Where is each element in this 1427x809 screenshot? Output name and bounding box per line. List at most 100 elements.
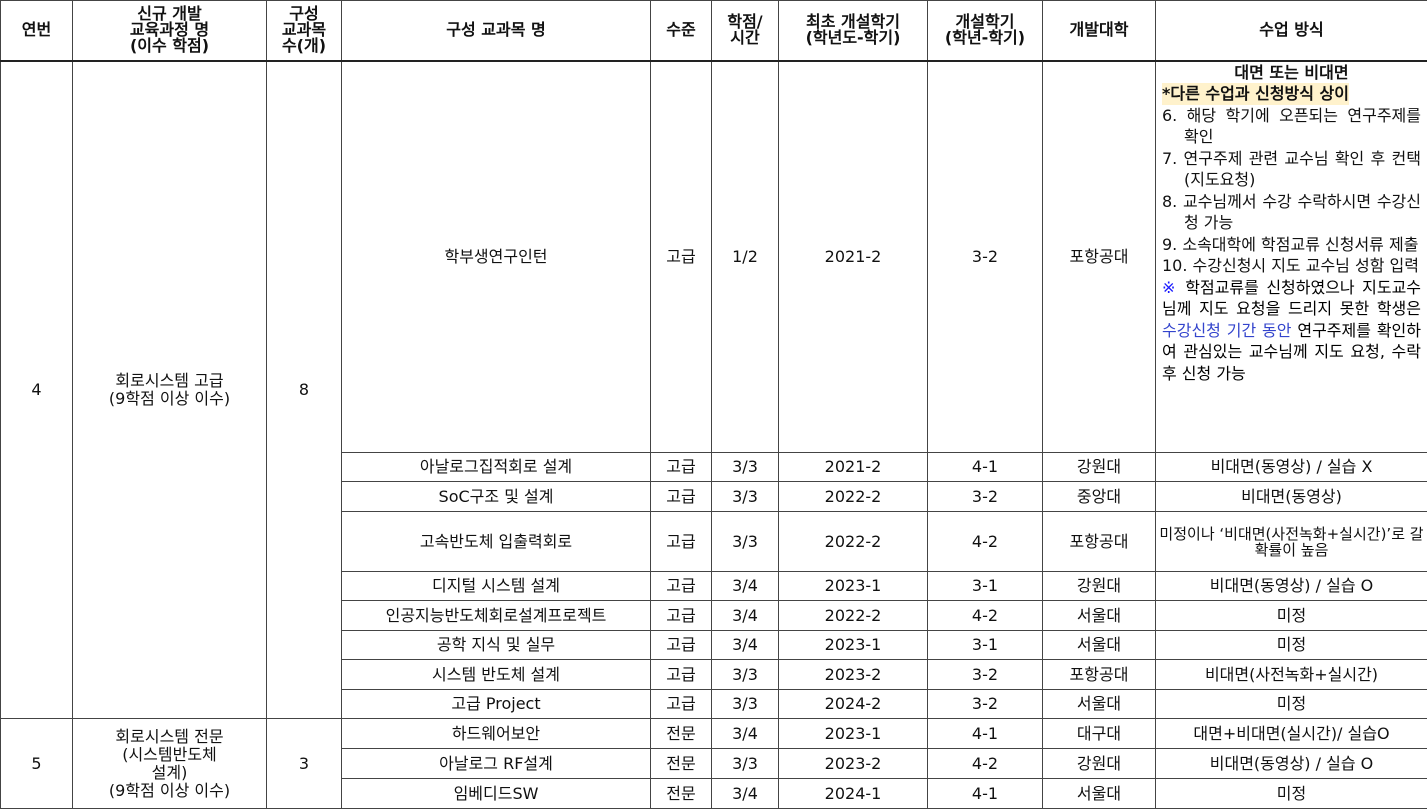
note-segment: 학점교류를 신청하였으나 지도교수님께 지도 요청을 드리지 못한 학생은	[1162, 278, 1421, 319]
course-cell: 3/3	[712, 453, 779, 482]
number-cell: 5	[1, 719, 73, 809]
course-cell: 4-2	[928, 749, 1043, 779]
header-text: 구성 교과목 명	[446, 20, 545, 39]
course-cell: 3-2	[928, 690, 1043, 719]
course-cell: 아날로그집적회로 설계	[342, 453, 651, 482]
course-cell: 2024-1	[779, 779, 928, 809]
course-cell: 4-1	[928, 779, 1043, 809]
count-cell: 3	[267, 719, 342, 809]
course-cell: 3-2	[928, 482, 1043, 512]
header-cell: 개발대학	[1043, 1, 1156, 61]
course-cell: 중앙대	[1043, 482, 1156, 512]
course-cell: 4-1	[928, 719, 1043, 749]
method-highlight: *다른 수업과 신청방식 상이	[1162, 83, 1349, 105]
header-text: 수업 방식	[1259, 20, 1323, 39]
course-cell: 4-2	[928, 601, 1043, 631]
course-cell: 3/3	[712, 690, 779, 719]
program-text: (시스템반도체	[122, 745, 217, 764]
course-cell: 고속반도체 입출력회로	[342, 512, 651, 572]
course-cell: 하드웨어보안	[342, 719, 651, 749]
method-cell: 미정	[1156, 631, 1427, 660]
header-cell: 연번	[1, 1, 73, 61]
method-cell: 미정	[1156, 779, 1427, 809]
method-cell: 비대면(동영상)	[1156, 482, 1427, 512]
header-cell: 수준	[651, 1, 712, 61]
course-cell: 2023-2	[779, 660, 928, 690]
header-text: (이수 학점)	[130, 36, 209, 55]
header-text: 수준	[666, 20, 695, 39]
course-cell: 아날로그 RF설계	[342, 749, 651, 779]
course-cell: 3/3	[712, 512, 779, 572]
header-text: 시간	[730, 28, 759, 47]
program-text: 회로시스템 고급	[115, 371, 223, 390]
course-cell: 3-2	[928, 660, 1043, 690]
course-cell: 서울대	[1043, 779, 1156, 809]
course-cell: 3/4	[712, 631, 779, 660]
course-cell: 4-2	[928, 512, 1043, 572]
course-cell: 3-2	[928, 61, 1043, 453]
program-text: 회로시스템 전문	[115, 727, 223, 746]
course-cell: 3/4	[712, 719, 779, 749]
course-cell: 고급	[651, 660, 712, 690]
course-cell: 전문	[651, 749, 712, 779]
course-cell: 고급	[651, 572, 712, 601]
course-cell: 서울대	[1043, 690, 1156, 719]
course-cell: 4-1	[928, 453, 1043, 482]
method-cell: 미정이나 ‘비대면(사전녹화+실시간)’로 갈 확률이 높음	[1156, 512, 1427, 572]
course-cell: 2022-2	[779, 601, 928, 631]
method-cell: 비대면(동영상) / 실습 X	[1156, 453, 1427, 482]
header-cell: 학점/시간	[712, 1, 779, 61]
course-cell: 고급 Project	[342, 690, 651, 719]
course-cell: 3-1	[928, 631, 1043, 660]
method-step: 9. 소속대학에 학점교류 신청서류 제출	[1162, 234, 1421, 256]
program-text: (9학점 이상 이수)	[109, 389, 230, 408]
course-cell: 강원대	[1043, 453, 1156, 482]
header-cell: 수업 방식	[1156, 1, 1427, 61]
course-cell: 전문	[651, 719, 712, 749]
method-cell: 대면+비대면(실시간)/ 실습O	[1156, 719, 1427, 749]
course-cell: 서울대	[1043, 631, 1156, 660]
course-cell: 포항공대	[1043, 512, 1156, 572]
course-cell: 고급	[651, 482, 712, 512]
course-cell: 2021-2	[779, 61, 928, 453]
method-cell: 미정	[1156, 601, 1427, 631]
method-note: ※ 학점교류를 신청하였으나 지도교수님께 지도 요청을 드리지 못한 학생은 …	[1162, 277, 1421, 385]
course-cell: 1/2	[712, 61, 779, 453]
header-text: 연번	[22, 20, 51, 39]
course-cell: 3/3	[712, 749, 779, 779]
course-cell: 3/4	[712, 601, 779, 631]
header-text: 개발대학	[1070, 20, 1129, 39]
count-cell: 8	[267, 61, 342, 719]
course-cell: 2022-2	[779, 512, 928, 572]
course-cell: 서울대	[1043, 601, 1156, 631]
method-title: 대면 또는 비대면	[1162, 62, 1421, 84]
course-cell: 3/3	[712, 660, 779, 690]
course-cell: 임베디드SW	[342, 779, 651, 809]
course-cell: 디지털 시스템 설계	[342, 572, 651, 601]
course-cell: 고급	[651, 512, 712, 572]
note-segment: ※	[1162, 278, 1178, 297]
header-cell: 최초 개설학기(학년도-학기)	[779, 1, 928, 61]
course-cell: 전문	[651, 779, 712, 809]
course-cell: 고급	[651, 453, 712, 482]
course-cell: 3/3	[712, 482, 779, 512]
course-cell: 인공지능반도체회로설계프로젝트	[342, 601, 651, 631]
course-cell: 강원대	[1043, 749, 1156, 779]
program-cell: 회로시스템 고급(9학점 이상 이수)	[73, 61, 267, 719]
method-step: 7. 연구주제 관련 교수님 확인 후 컨택(지도요청)	[1162, 148, 1421, 191]
course-cell: 2024-2	[779, 690, 928, 719]
method-step: 10. 수강신청시 지도 교수님 성함 입력	[1162, 255, 1421, 277]
program-text: 설계)	[152, 763, 188, 782]
header-cell: 개설학기(학년-학기)	[928, 1, 1043, 61]
course-cell: 3/4	[712, 572, 779, 601]
method-cell: 비대면(동영상) / 실습 O	[1156, 749, 1427, 779]
note-segment: 수강신청 기간 동안	[1162, 321, 1292, 340]
course-cell: SoC구조 및 설계	[342, 482, 651, 512]
program-text: (9학점 이상 이수)	[109, 781, 230, 800]
course-cell: 2021-2	[779, 453, 928, 482]
